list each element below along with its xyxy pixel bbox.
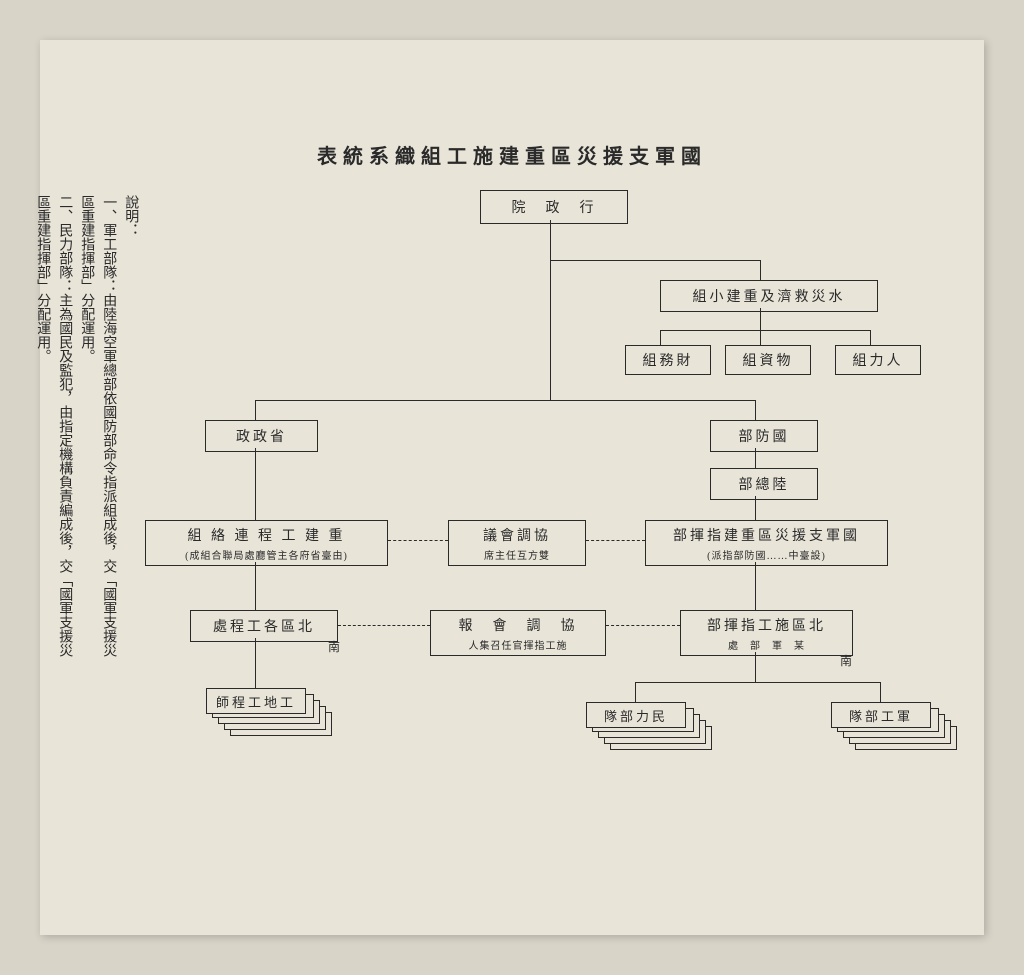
connector [760,308,761,330]
notes-line1b: 區重建指揮部」分配運用。 [74,195,99,363]
node-eng-divisions: 師程工地工 [206,688,306,714]
node-label: 部揮指工施區北 [707,615,826,635]
node-command: 部揮指建重區災援支軍國 (派指部防國……中臺設) [645,520,888,566]
connector [635,682,636,702]
notes-line2a: 二、民力部隊：主為國民及監犯，由指定機構負責編成後，交「國軍支援災 [52,195,77,657]
connector [755,448,756,468]
node-label: 政政省 [236,426,287,446]
node-materials: 組資物 [725,345,811,375]
connector [760,260,761,280]
node-coord-council: 議會調協 席主任互方雙 [448,520,586,566]
node-label: 組 絡 連 程 工 建 重 [188,525,346,545]
connector [880,682,881,702]
connector [255,448,256,520]
connector [255,638,256,688]
node-sublabel: 處 部 軍 某 [728,637,805,652]
chart-title: 表統系織組工施建重區災援支軍國 [317,140,707,169]
connector [635,682,880,683]
connector [255,400,755,401]
node-manpower: 組力人 [835,345,921,375]
connector [755,652,756,682]
node-label: 隊部工軍 [849,706,913,725]
node-label: 報 會 調 協 [459,615,578,635]
node-district-eng: 處程工各區北 [190,610,338,642]
node-provincial: 政政省 [205,420,318,452]
connector [755,562,756,610]
node-sublabel: (成組合聯局處廳管主各府省臺由) [185,547,348,562]
connector [660,330,661,345]
node-label: 組力人 [853,350,904,370]
connector [760,330,761,345]
node-label: 師程工地工 [216,692,296,711]
node-label: 組小建重及濟救災水 [693,286,846,306]
node-label: 組務財 [643,350,694,370]
connector [660,330,870,331]
connector-dashed [586,540,645,541]
page-surface: 表統系織組工施建重區災援支軍國 院 政 行 組小建重及濟救災水 組務財 組資物 … [40,40,984,935]
node-report-meeting: 報 會 調 協 人集召任官揮指工施 [430,610,606,656]
notes-header: 說明： [118,195,143,237]
connector [550,220,551,260]
connector [255,562,256,610]
node-label: 部防國 [739,426,790,446]
connector [755,400,756,420]
node-sublabel: (派指部防國……中臺設) [707,547,826,562]
connector [755,496,756,520]
notes-line1a: 一、軍工部隊：由陸海空軍總部依國防部命令指派組成後，交「國軍支援災 [96,195,121,657]
node-label: 處程工各區北 [213,616,315,636]
node-label: 隊部力民 [604,706,668,725]
node-mnd: 部防國 [710,420,818,452]
connector [550,260,760,261]
label-south-2: 南 [840,652,852,669]
node-military-units: 隊部工軍 [831,702,931,728]
connector [550,260,551,400]
connector-dashed [388,540,448,541]
node-construction-cmd: 部揮指工施區北 處 部 軍 某 [680,610,853,656]
node-label: 議會調協 [483,525,551,545]
label-south: 南 [328,638,340,655]
node-label: 院 政 行 [512,197,597,217]
node-label: 部揮指建重區災援支軍國 [673,525,860,545]
node-liaison: 組 絡 連 程 工 建 重 (成組合聯局處廳管主各府省臺由) [145,520,388,566]
node-label: 部總陸 [739,474,790,494]
connector-dashed [338,625,430,626]
node-flood-group: 組小建重及濟救災水 [660,280,878,312]
node-finance: 組務財 [625,345,711,375]
connector-dashed [606,625,680,626]
notes-line2b: 區重建指揮部」分配運用。 [30,195,55,363]
connector [870,330,871,345]
node-civil-units: 隊部力民 [586,702,686,728]
node-label: 組資物 [743,350,794,370]
node-army-hq: 部總陸 [710,468,818,500]
node-executive-yuan: 院 政 行 [480,190,628,224]
connector [255,400,256,420]
node-sublabel: 人集召任官揮指工施 [469,637,568,652]
node-sublabel: 席主任互方雙 [484,547,550,562]
